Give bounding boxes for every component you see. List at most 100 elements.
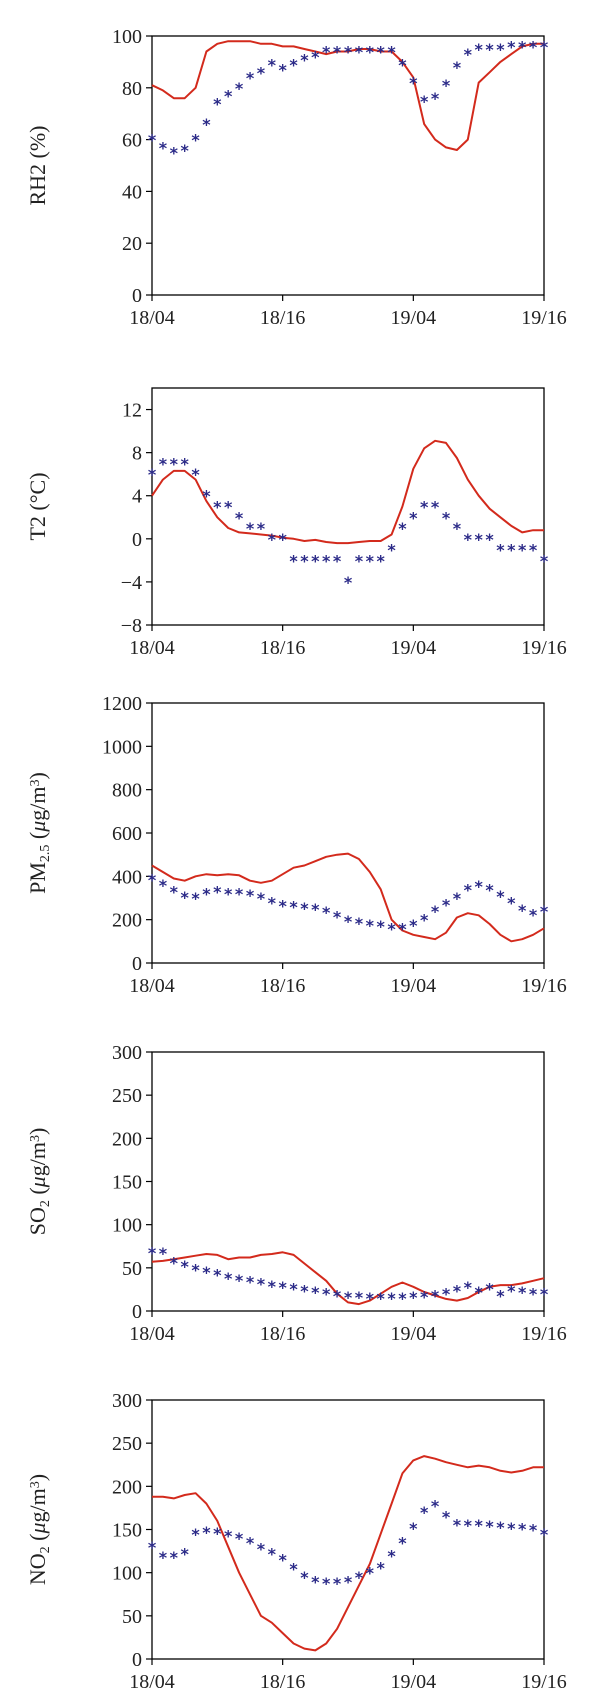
- y-tick-label: 40: [122, 181, 142, 203]
- observed-point: *: [170, 144, 179, 163]
- observed-point: *: [442, 508, 451, 527]
- x-tick-label: 18/04: [129, 637, 175, 659]
- observed-point: *: [246, 1533, 255, 1552]
- observed-point: *: [202, 1523, 211, 1542]
- y-tick-label: 0: [132, 953, 142, 975]
- y-axis-title: SO2 (μg/m3): [25, 1128, 53, 1236]
- y-tick-label: 200: [112, 1476, 142, 1498]
- observed-point: *: [180, 454, 189, 473]
- observed-point: *: [518, 901, 527, 920]
- observed-point: *: [431, 498, 440, 517]
- y-tick-label: 200: [112, 1128, 142, 1150]
- x-tick-label: 18/04: [129, 1671, 175, 1693]
- observed-point: *: [464, 880, 473, 899]
- observed-point: *: [159, 454, 168, 473]
- observed-point: *: [289, 1280, 298, 1299]
- y-tick-label: 0: [132, 285, 142, 307]
- x-tick-label: 19/16: [521, 1323, 567, 1345]
- observed-point: *: [300, 50, 309, 69]
- observed-point: *: [246, 519, 255, 538]
- observed-point: *: [453, 519, 462, 538]
- x-tick-label: 18/04: [129, 975, 175, 997]
- observed-point: *: [540, 551, 549, 570]
- observed-point: *: [485, 880, 494, 899]
- observed-point: *: [398, 55, 407, 74]
- y-tick-label: 600: [112, 823, 142, 845]
- observed-point: *: [442, 1285, 451, 1304]
- observed-point: *: [376, 1289, 385, 1308]
- observed-point: *: [268, 55, 277, 74]
- observed-point: *: [300, 1281, 309, 1300]
- y-tick-label: 50: [122, 1606, 142, 1628]
- y-tick-label: 50: [122, 1258, 142, 1280]
- observed-point: *: [191, 465, 200, 484]
- observed-point: *: [300, 1568, 309, 1587]
- observed-point: *: [311, 900, 320, 919]
- x-tick-label: 19/04: [391, 637, 437, 659]
- y-axis-title: RH2 (%): [25, 125, 50, 205]
- y-tick-label: 0: [132, 529, 142, 551]
- observed-point: *: [453, 1281, 462, 1300]
- observed-point: *: [387, 43, 396, 62]
- y-tick-label: 200: [112, 910, 142, 932]
- observed-point: *: [322, 903, 331, 922]
- observed-point: *: [518, 541, 527, 560]
- observed-point: *: [398, 519, 407, 538]
- observed-point: *: [180, 141, 189, 160]
- y-tick-label: 100: [112, 1215, 142, 1237]
- plot-frame: [151, 387, 545, 626]
- observed-point: *: [376, 551, 385, 570]
- observed-point: *: [518, 1283, 527, 1302]
- observed-point: *: [529, 37, 538, 56]
- observed-point: *: [485, 40, 494, 59]
- observed-point: *: [540, 37, 549, 56]
- y-tick-label: 4: [132, 486, 142, 508]
- observed-point: *: [213, 1524, 222, 1543]
- y-tick-label: 150: [112, 1520, 142, 1542]
- observed-point: *: [333, 43, 342, 62]
- observed-point: *: [170, 454, 179, 473]
- observed-point: *: [289, 1559, 298, 1578]
- observed-point: *: [474, 530, 483, 549]
- observed-point: *: [474, 1516, 483, 1535]
- observed-point: *: [464, 530, 473, 549]
- x-tick-label: 18/16: [260, 1671, 306, 1693]
- observed-point: *: [474, 877, 483, 896]
- observed-point: *: [224, 1269, 233, 1288]
- observed-point: *: [518, 1520, 527, 1539]
- chart-panel-0: 0 20 40 60 80 100 18/04 18/16 19/04 19/16 RH2 (%) *…: [25, 26, 567, 329]
- observed-point: *: [278, 61, 287, 80]
- observed-point: *: [398, 919, 407, 938]
- x-tick-label: 19/04: [391, 975, 437, 997]
- observed-point: *: [322, 43, 331, 62]
- observed-point: *: [333, 1286, 342, 1305]
- observed-point: *: [235, 1271, 244, 1290]
- observed-point: *: [170, 1548, 179, 1567]
- observed-point: *: [191, 1525, 200, 1544]
- y-tick-label: −8: [121, 615, 142, 637]
- observed-point: *: [224, 1527, 233, 1546]
- observed-point: *: [257, 1539, 266, 1558]
- observed-point: *: [453, 1515, 462, 1534]
- observed-point: *: [420, 1287, 429, 1306]
- observed-point: *: [213, 94, 222, 113]
- observed-point: *: [464, 45, 473, 64]
- observed-point: *: [202, 487, 211, 506]
- observed-point: *: [507, 1281, 516, 1300]
- observed-point: *: [442, 896, 451, 915]
- observed-point: *: [322, 551, 331, 570]
- y-tick-label: 300: [112, 1390, 142, 1412]
- observed-point: *: [159, 1244, 168, 1263]
- model-series-line: [151, 40, 544, 151]
- observed-point: *: [420, 911, 429, 930]
- observed-point: *: [202, 885, 211, 904]
- y-axis-title: NO2 (μg/m3): [25, 1474, 53, 1585]
- y-tick-label: 300: [112, 1042, 142, 1064]
- observed-point: *: [387, 1289, 396, 1308]
- x-tick-label: 19/04: [391, 1671, 437, 1693]
- observed-point: *: [202, 1263, 211, 1282]
- observed-point: *: [355, 914, 364, 933]
- x-tick-label: 18/16: [260, 637, 306, 659]
- observed-point: *: [366, 1289, 375, 1308]
